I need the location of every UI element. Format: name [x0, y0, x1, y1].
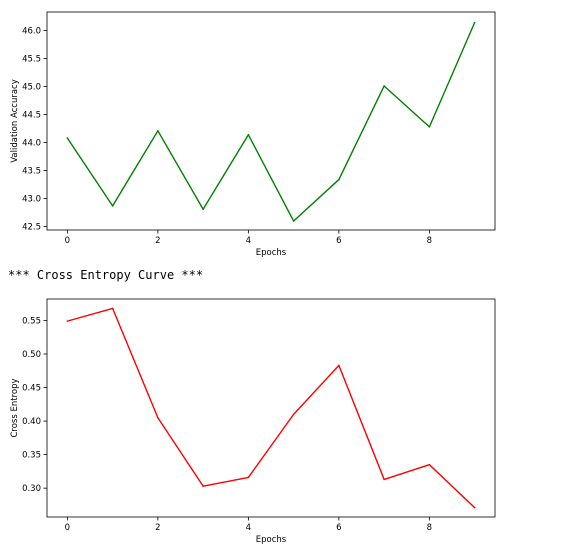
data-point: [202, 485, 204, 487]
x-axis-label: Epochs: [256, 535, 287, 544]
y-tick-label: 0.35: [22, 451, 41, 461]
y-tick-label: 0.55: [22, 316, 41, 326]
y-tick-label: 45.5: [22, 55, 41, 65]
y-axis-label: Validation Accuracy: [10, 79, 20, 162]
x-tick-label: 2: [155, 523, 160, 533]
y-tick-label: 0.30: [22, 484, 41, 494]
x-tick-label: 8: [427, 236, 432, 246]
x-tick-label: 6: [336, 236, 341, 246]
data-point: [428, 463, 431, 466]
y-tick-label: 42.5: [22, 223, 41, 233]
cross-entropy-chart: 0 2 4 6 8 0.30 0.35 0.40 0.45 0.50 0.55 Epochs Cross…: [0, 287, 575, 544]
data-point: [157, 416, 159, 419]
x-tick-label: 6: [336, 523, 341, 533]
data-point: [292, 413, 295, 416]
data-point: [202, 208, 204, 211]
y-tick-label: 43.0: [22, 195, 41, 205]
data-point: [473, 21, 476, 24]
x-tick-label: 2: [155, 236, 160, 246]
y-tick-label: 46.0: [22, 26, 41, 36]
data-point: [111, 205, 114, 207]
data-point: [247, 476, 250, 479]
x-tick-label: 8: [427, 523, 432, 533]
cross-entropy-heading: *** Cross Entropy Curve ***: [8, 268, 204, 282]
data-point: [338, 178, 340, 181]
data-point: [383, 478, 385, 481]
data-point: [157, 130, 159, 132]
data-point: [338, 364, 340, 367]
data-point: [428, 126, 431, 128]
data-point: [473, 506, 476, 509]
validation-accuracy-plot: 0 2 4 6 8 42.5 43.0 43.5 44.0 44.5 45.0 45.5 46.0 Epo…: [10, 11, 496, 258]
x-axis-label: Epochs: [256, 248, 287, 258]
x-tick-label: 0: [65, 523, 70, 533]
data-point: [66, 137, 69, 139]
y-tick-label: 0.40: [22, 417, 41, 427]
plot-frame: [46, 11, 496, 231]
y-tick-label: 44.0: [22, 139, 41, 149]
data-point: [247, 133, 250, 136]
cross-entropy-plot: 0 2 4 6 8 0.30 0.35 0.40 0.45 0.50 0.55 Epochs Cross…: [10, 298, 496, 544]
data-point: [111, 307, 114, 310]
y-tick-label: 43.5: [22, 167, 41, 177]
plot-frame: [46, 298, 496, 518]
data-point: [292, 220, 295, 222]
data-point: [66, 320, 69, 322]
y-axis-label: Cross Entropy: [10, 378, 20, 437]
y-tick-label: 0.45: [22, 384, 41, 394]
y-tick-label: 44.5: [22, 111, 41, 121]
validation-accuracy-chart: 0 2 4 6 8 42.5 43.0 43.5 44.0 44.5 45.0 45.5 46.0 Epo…: [0, 0, 575, 262]
x-tick-label: 4: [246, 523, 251, 533]
data-point: [383, 85, 385, 87]
series-line: [67, 307, 476, 509]
y-tick-label: 45.0: [22, 83, 41, 93]
series-line: [66, 22, 476, 222]
x-tick-label: 4: [246, 236, 251, 246]
x-tick-label: 0: [65, 236, 70, 246]
y-tick-label: 0.50: [22, 350, 41, 360]
